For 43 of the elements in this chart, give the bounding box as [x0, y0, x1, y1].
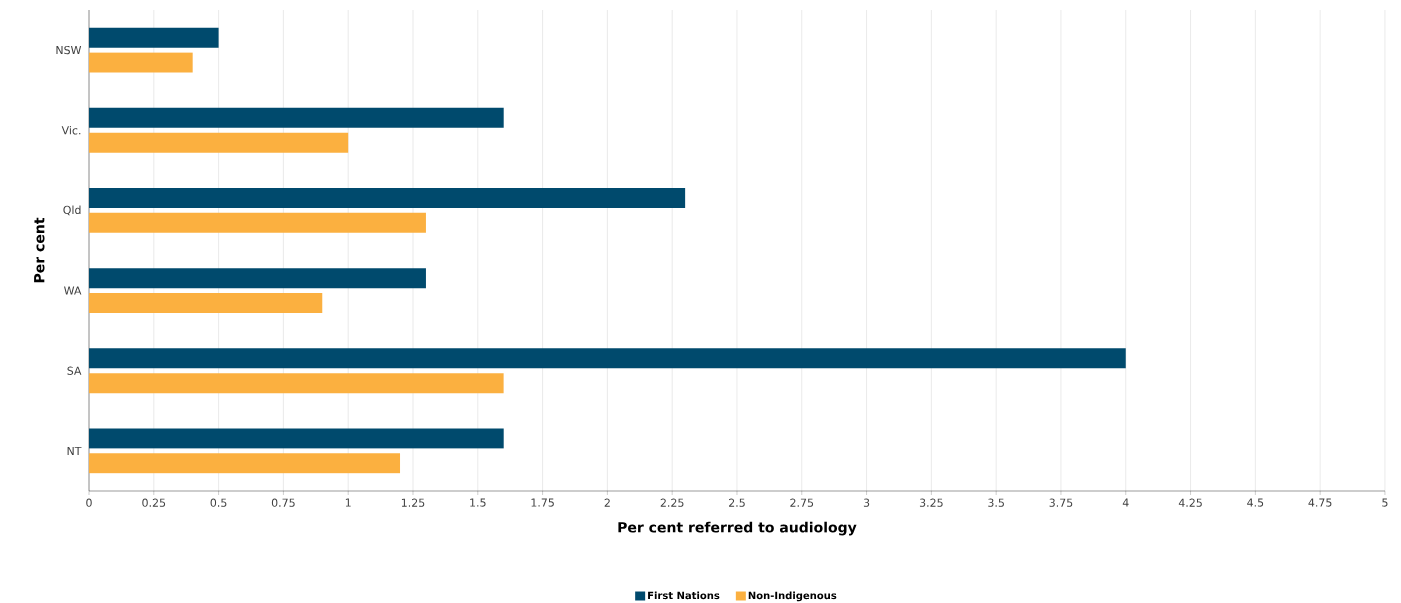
y-tick-label: SA [67, 366, 82, 375]
x-tick-label: 1 [345, 498, 351, 507]
legend-label: Non-Indigenous [748, 591, 837, 602]
x-tick-label: 3 [863, 498, 870, 507]
x-tick-label: 1.75 [531, 498, 554, 507]
bar [89, 132, 349, 153]
x-tick-label: 3.25 [919, 498, 943, 507]
x-tick-label: 2.75 [790, 498, 814, 507]
y-tick-label: Vic. [61, 126, 81, 135]
y-tick-label: NT [67, 446, 82, 455]
x-tick-label: 0.5 [210, 498, 227, 507]
y-tick-label: Qld [63, 205, 81, 216]
x-axis-title: Per cent referred to audiology [618, 521, 857, 536]
x-tick-label: 0 [86, 498, 92, 507]
legend-label: First Nations [648, 591, 720, 600]
bar [89, 268, 426, 289]
x-tick-label: 3.5 [988, 498, 1004, 507]
bar [89, 348, 1126, 369]
x-tick-label: 2 [604, 498, 610, 507]
y-axis-title: Per cent [34, 217, 45, 283]
y-tick-label: NSW [56, 45, 82, 55]
x-tick-label: 1.25 [401, 498, 425, 507]
x-tick-label: 4 [1122, 498, 1129, 507]
x-tick-label: 0.75 [271, 498, 295, 507]
bar [89, 52, 193, 73]
x-tick-label: 5 [1382, 498, 1388, 507]
x-tick-label: 1.5 [470, 498, 486, 507]
bar [89, 187, 686, 209]
y-tick-label: WA [64, 286, 82, 295]
bar [89, 428, 504, 449]
bar [89, 373, 504, 394]
x-tick-label: 4.5 [1247, 498, 1264, 507]
x-tick-label: 4.75 [1308, 498, 1332, 507]
bar [89, 212, 426, 233]
x-tick-label: 0.25 [142, 498, 166, 507]
x-tick-label: 4.25 [1178, 498, 1202, 507]
x-tick-label: 2.25 [660, 498, 684, 507]
bar [89, 453, 401, 474]
bar [89, 293, 323, 314]
x-tick-label: 3.75 [1049, 498, 1073, 507]
bar [89, 27, 219, 48]
bar [89, 107, 504, 128]
x-tick-label: 2.5 [729, 498, 745, 507]
